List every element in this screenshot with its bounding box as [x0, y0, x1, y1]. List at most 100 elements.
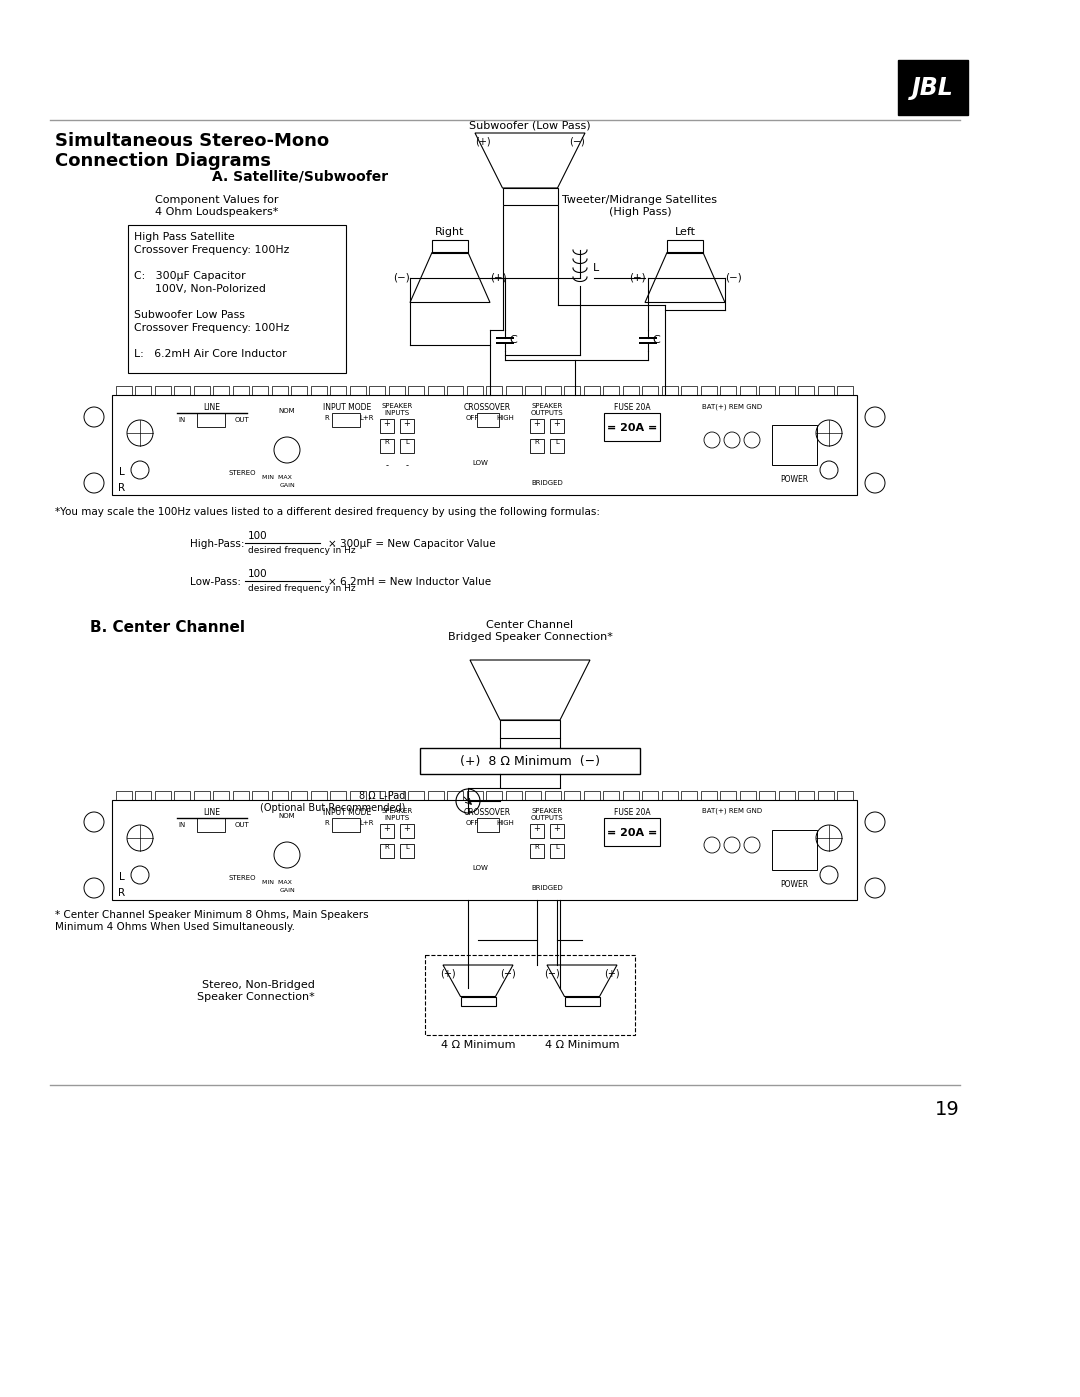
- Text: L: L: [405, 439, 409, 446]
- Bar: [623, 791, 638, 800]
- Text: Tweeter/Midrange Satellites
(High Pass): Tweeter/Midrange Satellites (High Pass): [563, 196, 717, 217]
- Text: BAT(+) REM GND: BAT(+) REM GND: [702, 807, 762, 814]
- Bar: [116, 791, 132, 800]
- Bar: [332, 819, 360, 833]
- Text: 100: 100: [248, 569, 268, 578]
- Text: R: R: [119, 483, 125, 493]
- Bar: [447, 791, 463, 800]
- Bar: [154, 791, 171, 800]
- Bar: [500, 719, 561, 738]
- Bar: [350, 791, 365, 800]
- Bar: [194, 386, 210, 395]
- Bar: [116, 386, 132, 395]
- Text: L: L: [555, 439, 559, 446]
- Bar: [502, 189, 557, 204]
- Bar: [798, 386, 814, 395]
- Bar: [701, 791, 716, 800]
- Bar: [486, 791, 502, 800]
- Bar: [154, 386, 171, 395]
- Bar: [369, 791, 386, 800]
- Bar: [818, 386, 834, 395]
- Bar: [380, 844, 394, 858]
- Bar: [432, 240, 468, 253]
- Text: IN: IN: [178, 821, 186, 828]
- Bar: [837, 386, 853, 395]
- Text: BRIDGED: BRIDGED: [531, 886, 563, 891]
- Text: (+): (+): [489, 272, 507, 282]
- Bar: [623, 386, 638, 395]
- Text: R: R: [325, 415, 329, 420]
- Bar: [380, 439, 394, 453]
- Bar: [292, 791, 307, 800]
- Text: -: -: [405, 461, 408, 469]
- Text: High-Pass:: High-Pass:: [190, 539, 244, 549]
- Bar: [400, 844, 414, 858]
- Text: NOM: NOM: [279, 408, 295, 414]
- Bar: [214, 791, 229, 800]
- Text: = 20A =: = 20A =: [607, 423, 657, 433]
- Text: SPEAKER: SPEAKER: [531, 807, 563, 814]
- Text: C: C: [509, 335, 516, 345]
- Bar: [380, 419, 394, 433]
- Text: Component Values for
4 Ohm Loudspeakers*: Component Values for 4 Ohm Loudspeakers*: [156, 196, 279, 217]
- Bar: [428, 791, 444, 800]
- Text: (+): (+): [629, 272, 646, 282]
- Bar: [720, 386, 737, 395]
- Text: L: L: [119, 467, 125, 476]
- Text: C: C: [652, 335, 660, 345]
- Text: BRIDGED: BRIDGED: [531, 481, 563, 486]
- Bar: [428, 386, 444, 395]
- Text: *You may scale the 100Hz values listed to a different desired frequency by using: *You may scale the 100Hz values listed t…: [55, 507, 600, 517]
- Text: Stereo, Non-Bridged
Speaker Connection*: Stereo, Non-Bridged Speaker Connection*: [198, 981, 315, 1002]
- Text: +: +: [554, 419, 561, 427]
- Bar: [253, 791, 268, 800]
- Text: LOW: LOW: [472, 460, 488, 467]
- Text: +: +: [554, 824, 561, 833]
- Text: L: L: [593, 263, 599, 272]
- Bar: [662, 386, 677, 395]
- Bar: [272, 386, 287, 395]
- Bar: [460, 996, 496, 1006]
- Bar: [129, 225, 346, 373]
- Bar: [233, 791, 248, 800]
- Bar: [175, 386, 190, 395]
- Bar: [389, 386, 405, 395]
- Bar: [175, 791, 190, 800]
- Text: NOM: NOM: [279, 813, 295, 819]
- Text: OFF: OFF: [465, 820, 478, 826]
- Text: (−): (−): [393, 272, 410, 282]
- Text: SPEAKER: SPEAKER: [531, 402, 563, 409]
- Text: OUTPUTS: OUTPUTS: [530, 814, 564, 821]
- Text: IN: IN: [178, 416, 186, 423]
- Text: +: +: [404, 824, 410, 833]
- Bar: [400, 824, 414, 838]
- Bar: [486, 386, 502, 395]
- Bar: [643, 386, 658, 395]
- Bar: [604, 414, 660, 441]
- Bar: [584, 386, 599, 395]
- Text: Simultaneous Stereo-Mono: Simultaneous Stereo-Mono: [55, 131, 329, 149]
- Text: (+): (+): [475, 136, 490, 147]
- Bar: [759, 386, 775, 395]
- Text: GAIN: GAIN: [279, 888, 295, 893]
- Text: 4 Ω Minimum: 4 Ω Minimum: [441, 1039, 515, 1051]
- Bar: [798, 791, 814, 800]
- Text: R: R: [384, 844, 390, 849]
- Text: +: +: [404, 419, 410, 427]
- Text: 19: 19: [935, 1099, 960, 1119]
- Bar: [530, 844, 544, 858]
- Bar: [420, 747, 640, 774]
- Bar: [530, 824, 544, 838]
- Bar: [253, 386, 268, 395]
- Text: INPUTS: INPUTS: [384, 814, 409, 821]
- Bar: [720, 791, 737, 800]
- Text: FUSE 20A: FUSE 20A: [613, 807, 650, 817]
- Bar: [197, 819, 225, 833]
- Bar: [530, 419, 544, 433]
- Text: R: R: [535, 439, 539, 446]
- Text: R: R: [535, 844, 539, 849]
- Bar: [272, 791, 287, 800]
- Text: HIGH: HIGH: [496, 415, 514, 420]
- Text: Left: Left: [675, 226, 696, 237]
- Bar: [233, 386, 248, 395]
